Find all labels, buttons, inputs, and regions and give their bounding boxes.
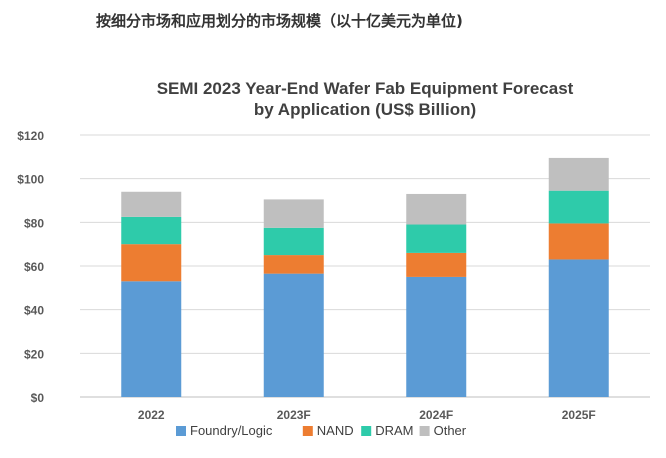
bar-segment-nand [548, 223, 609, 260]
legend-label: Foundry/Logic [190, 423, 273, 438]
x-tick-label: 2025F [562, 408, 596, 422]
bar-segment-nand [406, 252, 467, 277]
legend: Foundry/Logic NAND DRAM Other [176, 423, 467, 438]
y-axis-ticks: $0 $20 $40 $60 $80 $100 $120 [17, 129, 44, 405]
y-tick-label: $40 [24, 304, 44, 318]
chart-container: SEMI 2023 Year-End Wafer Fab Equipment F… [0, 52, 666, 454]
bar-segment-nand [121, 244, 182, 282]
x-tick-label: 2023F [277, 408, 311, 422]
bar-segment-nand [263, 255, 324, 274]
bar-segment-other [406, 193, 467, 225]
x-tick-label: 2022 [138, 408, 165, 422]
chart-title-line-2: by Application (US$ Billion) [254, 100, 476, 119]
bar-segment-dram [548, 190, 609, 224]
y-tick-label: $20 [24, 347, 44, 361]
y-tick-label: $80 [24, 216, 44, 230]
bar-segment-dram [121, 216, 182, 245]
y-tick-label: $0 [31, 391, 45, 405]
x-axis-ticks: 2022 2023F 2024F 2025F [138, 408, 596, 422]
legend-swatch [302, 426, 313, 436]
bar-segment-dram [263, 227, 324, 256]
y-tick-label: $100 [17, 173, 44, 187]
legend-label: DRAM [375, 423, 413, 438]
legend-swatch [361, 426, 372, 436]
bar-segment-other [263, 199, 324, 228]
bar-segment-foundry-logic [121, 281, 182, 397]
legend-swatch [176, 426, 186, 436]
bars [121, 157, 609, 397]
bar-segment-other [121, 191, 182, 217]
bar-segment-foundry-logic [263, 273, 324, 397]
bar-segment-foundry-logic [548, 259, 609, 397]
stacked-bar-chart: SEMI 2023 Year-End Wafer Fab Equipment F… [17, 79, 650, 438]
legend-swatch [419, 426, 430, 436]
chart-title-line-1: SEMI 2023 Year-End Wafer Fab Equipment F… [157, 79, 574, 98]
x-tick-label: 2024F [419, 408, 453, 422]
legend-label: NAND [317, 423, 354, 438]
legend-label: Other [434, 423, 467, 438]
page-heading: 按细分市场和应用划分的市场规模（以十亿美元为单位) [96, 12, 463, 30]
bar-segment-dram [406, 224, 467, 253]
y-tick-label: $120 [17, 129, 44, 143]
bar-segment-other [548, 157, 609, 191]
y-tick-label: $60 [24, 260, 44, 274]
bar-segment-foundry-logic [406, 276, 467, 397]
